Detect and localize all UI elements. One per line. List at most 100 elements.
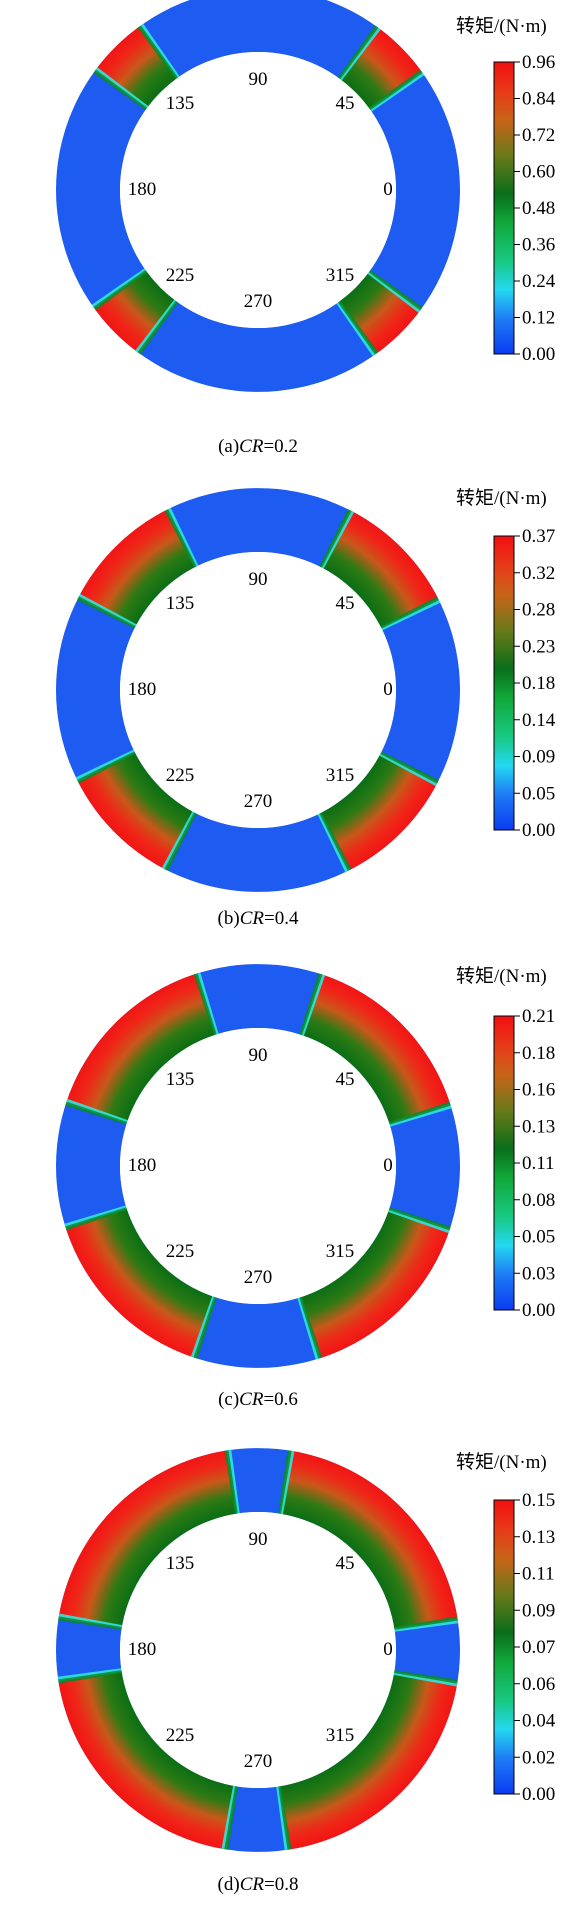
colorbar [493,535,515,831]
panel-caption: (a)CR=0.2 [218,436,298,457]
transition-band [93,269,148,311]
colorbar-tick-label: 0.13 [522,1527,555,1548]
transition-band [394,1670,458,1684]
transition-band [367,271,422,313]
transition-band [137,25,179,80]
angle-label-180: 180 [128,179,157,200]
colorbar-tick-label: 0.23 [522,636,555,657]
colorbar-tick-label: 0.05 [522,1227,555,1248]
transition-band [337,25,379,80]
high-torque-sector [320,752,438,870]
high-torque-sector [279,1450,458,1629]
angle-label-45: 45 [336,1069,355,1090]
colorbar-title: 转矩/(N·m) [456,487,547,509]
transition-band [58,1670,122,1684]
colorbar-tick-label: 0.12 [522,308,555,329]
angle-label-135: 135 [166,93,195,114]
high-torque-sector [300,973,451,1124]
angle-label-315: 315 [326,1725,355,1746]
panel-caption: (b)CR=0.4 [218,908,299,929]
colorbar-tick-label: 0.18 [522,673,555,694]
panel-caption: (c)CR=0.6 [218,1389,298,1410]
colorbar-tick-label: 0.07 [522,1637,555,1658]
angle-label-0: 0 [383,179,393,200]
transition-band [224,1450,238,1514]
colorbar-tick-label: 0.05 [522,783,555,804]
transition-band [164,509,197,568]
colorbar-tick-label: 0.00 [522,1784,555,1805]
transition-band [137,300,179,355]
angle-label-270: 270 [244,791,273,812]
panel-c: 90 45 0 315 270 225 180 135 转矩/(N·m) 0.21 0.18 0.16… [56,964,555,1410]
colorbar-tick-label: 0.48 [522,198,555,219]
angle-label-135: 135 [166,1069,195,1090]
transition-band [319,509,352,568]
angle-label-180: 180 [128,679,157,700]
transition-band [319,812,352,871]
colorbar-tick-label: 0.00 [522,344,555,365]
high-torque-sector [339,271,422,354]
panel-d: 90 45 0 315 270 225 180 135 转矩/(N·m) 0.15 0.13 0.11… [56,1448,556,1895]
colorbar-tick-label: 0.32 [522,563,555,584]
angle-label-135: 135 [166,1553,195,1574]
colorbar [493,1015,515,1311]
angle-label-0: 0 [383,679,393,700]
angle-label-270: 270 [244,291,273,312]
colorbar-tick-label: 0.00 [522,1300,555,1321]
transition-band [394,1616,458,1630]
angle-label-180: 180 [128,1639,157,1660]
angle-label-0: 0 [383,1155,393,1176]
transition-band [388,1101,451,1125]
angle-label-45: 45 [336,593,355,614]
angle-label-0: 0 [383,1639,393,1660]
ring-hole [120,1512,396,1788]
transition-band [368,69,423,111]
transition-band [77,751,136,784]
transition-band [94,67,149,109]
colorbar-tick-label: 0.84 [522,89,556,110]
transition-band [339,26,381,81]
transition-band [299,1296,323,1359]
panel-caption: (d)CR=0.8 [218,1874,299,1895]
high-torque-sector [65,973,216,1124]
colorbar-tick-label: 0.36 [522,235,555,256]
transition-band [224,1786,238,1850]
angle-label-135: 135 [166,593,195,614]
transition-band [388,1207,451,1231]
high-torque-sector [78,510,196,628]
transition-band [65,1207,128,1231]
high-torque-sector [339,26,422,109]
colorbar-tick-label: 0.60 [522,162,555,183]
colorbar-tick-label: 0.02 [522,1747,555,1768]
colorbar-tick-label: 0.11 [522,1564,555,1585]
high-torque-sector [279,1671,458,1850]
high-torque-sector [58,1671,237,1850]
colorbar-tick-label: 0.16 [522,1080,555,1101]
angle-label-90: 90 [249,69,268,90]
transition-band [299,973,323,1036]
transition-band [164,812,197,871]
angle-label-90: 90 [249,1529,268,1550]
colorbar-tick-label: 0.14 [522,710,556,731]
high-torque-sector [58,1450,237,1629]
colorbar-tick-label: 0.09 [522,1600,555,1621]
angle-label-315: 315 [326,1241,355,1262]
angle-label-225: 225 [166,1241,195,1262]
transition-band [193,1296,217,1359]
transition-band [368,269,423,311]
colorbar-tick-label: 0.11 [522,1153,555,1174]
angle-label-45: 45 [336,93,355,114]
colorbar-tick-label: 0.04 [522,1711,556,1732]
ring-hole [120,552,396,828]
colorbar-tick-label: 0.21 [522,1006,555,1027]
transition-band [58,1616,122,1630]
transition-band [380,751,439,784]
transition-band [278,1450,292,1514]
high-torque-sector [94,26,177,109]
angle-label-270: 270 [244,1267,273,1288]
angle-label-225: 225 [166,765,195,786]
colorbar [493,1499,515,1795]
high-torque-sector [320,510,438,628]
angle-label-315: 315 [326,265,355,286]
